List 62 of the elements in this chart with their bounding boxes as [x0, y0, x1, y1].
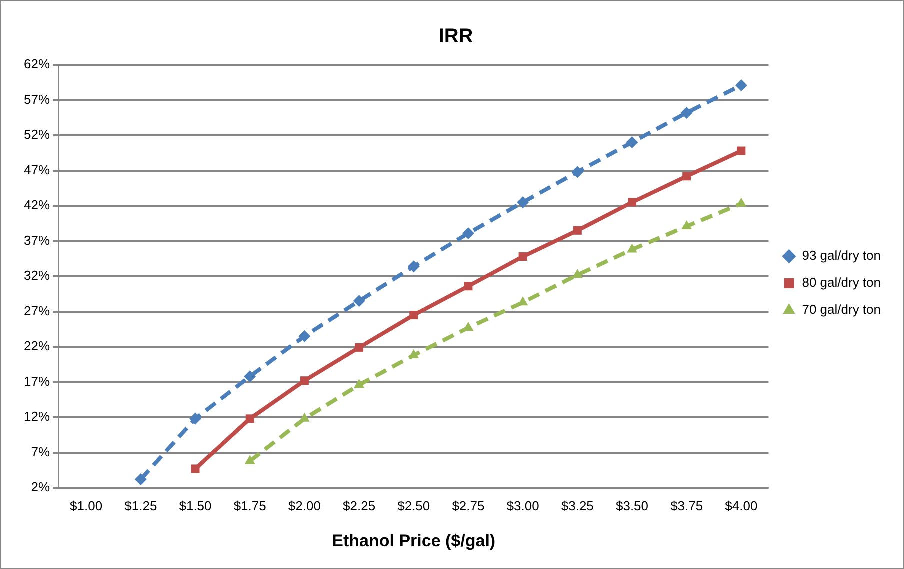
y-tick-label: 57% — [24, 92, 50, 107]
point — [517, 196, 530, 208]
point — [627, 244, 638, 253]
y-tick-label: 47% — [24, 162, 50, 178]
y-tick-label: 7% — [31, 444, 50, 460]
point — [464, 282, 473, 291]
point — [737, 146, 746, 156]
x-tick-label: $2.00 — [288, 498, 321, 514]
x-tick-label: $2.25 — [343, 498, 376, 514]
point — [300, 376, 309, 386]
point — [246, 414, 254, 424]
point — [410, 311, 418, 320]
x-tick-label: $3.50 — [616, 498, 649, 514]
point — [572, 166, 584, 178]
point — [244, 370, 256, 383]
point — [572, 269, 583, 278]
point — [244, 455, 256, 464]
point — [462, 227, 474, 240]
point — [736, 198, 747, 207]
x-axis-title: Ethanol Price ($/gal) — [332, 531, 496, 550]
point — [682, 172, 692, 181]
point — [408, 349, 420, 358]
y-tick-label: 22% — [24, 338, 50, 354]
x-tick-label: $3.25 — [561, 498, 594, 514]
x-tick-label: $1.50 — [179, 498, 212, 514]
y-tick-label: 32% — [24, 268, 50, 284]
y-tick-label: 27% — [24, 303, 50, 318]
point — [354, 379, 364, 388]
y-tick-label: 2% — [31, 480, 50, 495]
point — [134, 474, 147, 486]
x-tick-label: $3.00 — [506, 498, 540, 514]
y-tick-label: 17% — [24, 374, 50, 389]
point — [682, 220, 692, 230]
legend-label: 93 gal/dry ton — [802, 248, 882, 264]
x-tick-label: $1.25 — [124, 498, 158, 514]
point — [298, 330, 311, 342]
point — [735, 79, 748, 92]
x-tick-label: $3.75 — [670, 498, 704, 514]
point — [408, 260, 420, 273]
y-tick-label: 42% — [24, 198, 50, 213]
point — [680, 106, 693, 119]
point — [518, 252, 528, 262]
x-tick-label: $1.75 — [234, 498, 266, 514]
y-tick-label: 12% — [24, 409, 50, 424]
point — [190, 412, 202, 425]
point — [191, 464, 200, 474]
x-tick-label: $4.00 — [725, 498, 758, 514]
point — [355, 343, 364, 352]
point — [626, 136, 638, 149]
point — [353, 295, 366, 308]
x-tick-label: $1.00 — [70, 498, 103, 514]
y-tick-label: 62% — [24, 56, 50, 72]
point — [299, 412, 310, 422]
y-tick-label: 37% — [24, 232, 50, 248]
x-tick-label: $2.75 — [452, 498, 485, 514]
legend-label: 70 gal/dry ton — [802, 302, 882, 318]
point — [628, 198, 636, 207]
legend-label: 80 gal/dry ton — [802, 275, 882, 290]
y-tick-label: 52% — [24, 127, 50, 142]
point — [573, 226, 582, 235]
x-tick-label: $2.50 — [398, 498, 430, 514]
chart-title: IRR — [438, 26, 474, 48]
